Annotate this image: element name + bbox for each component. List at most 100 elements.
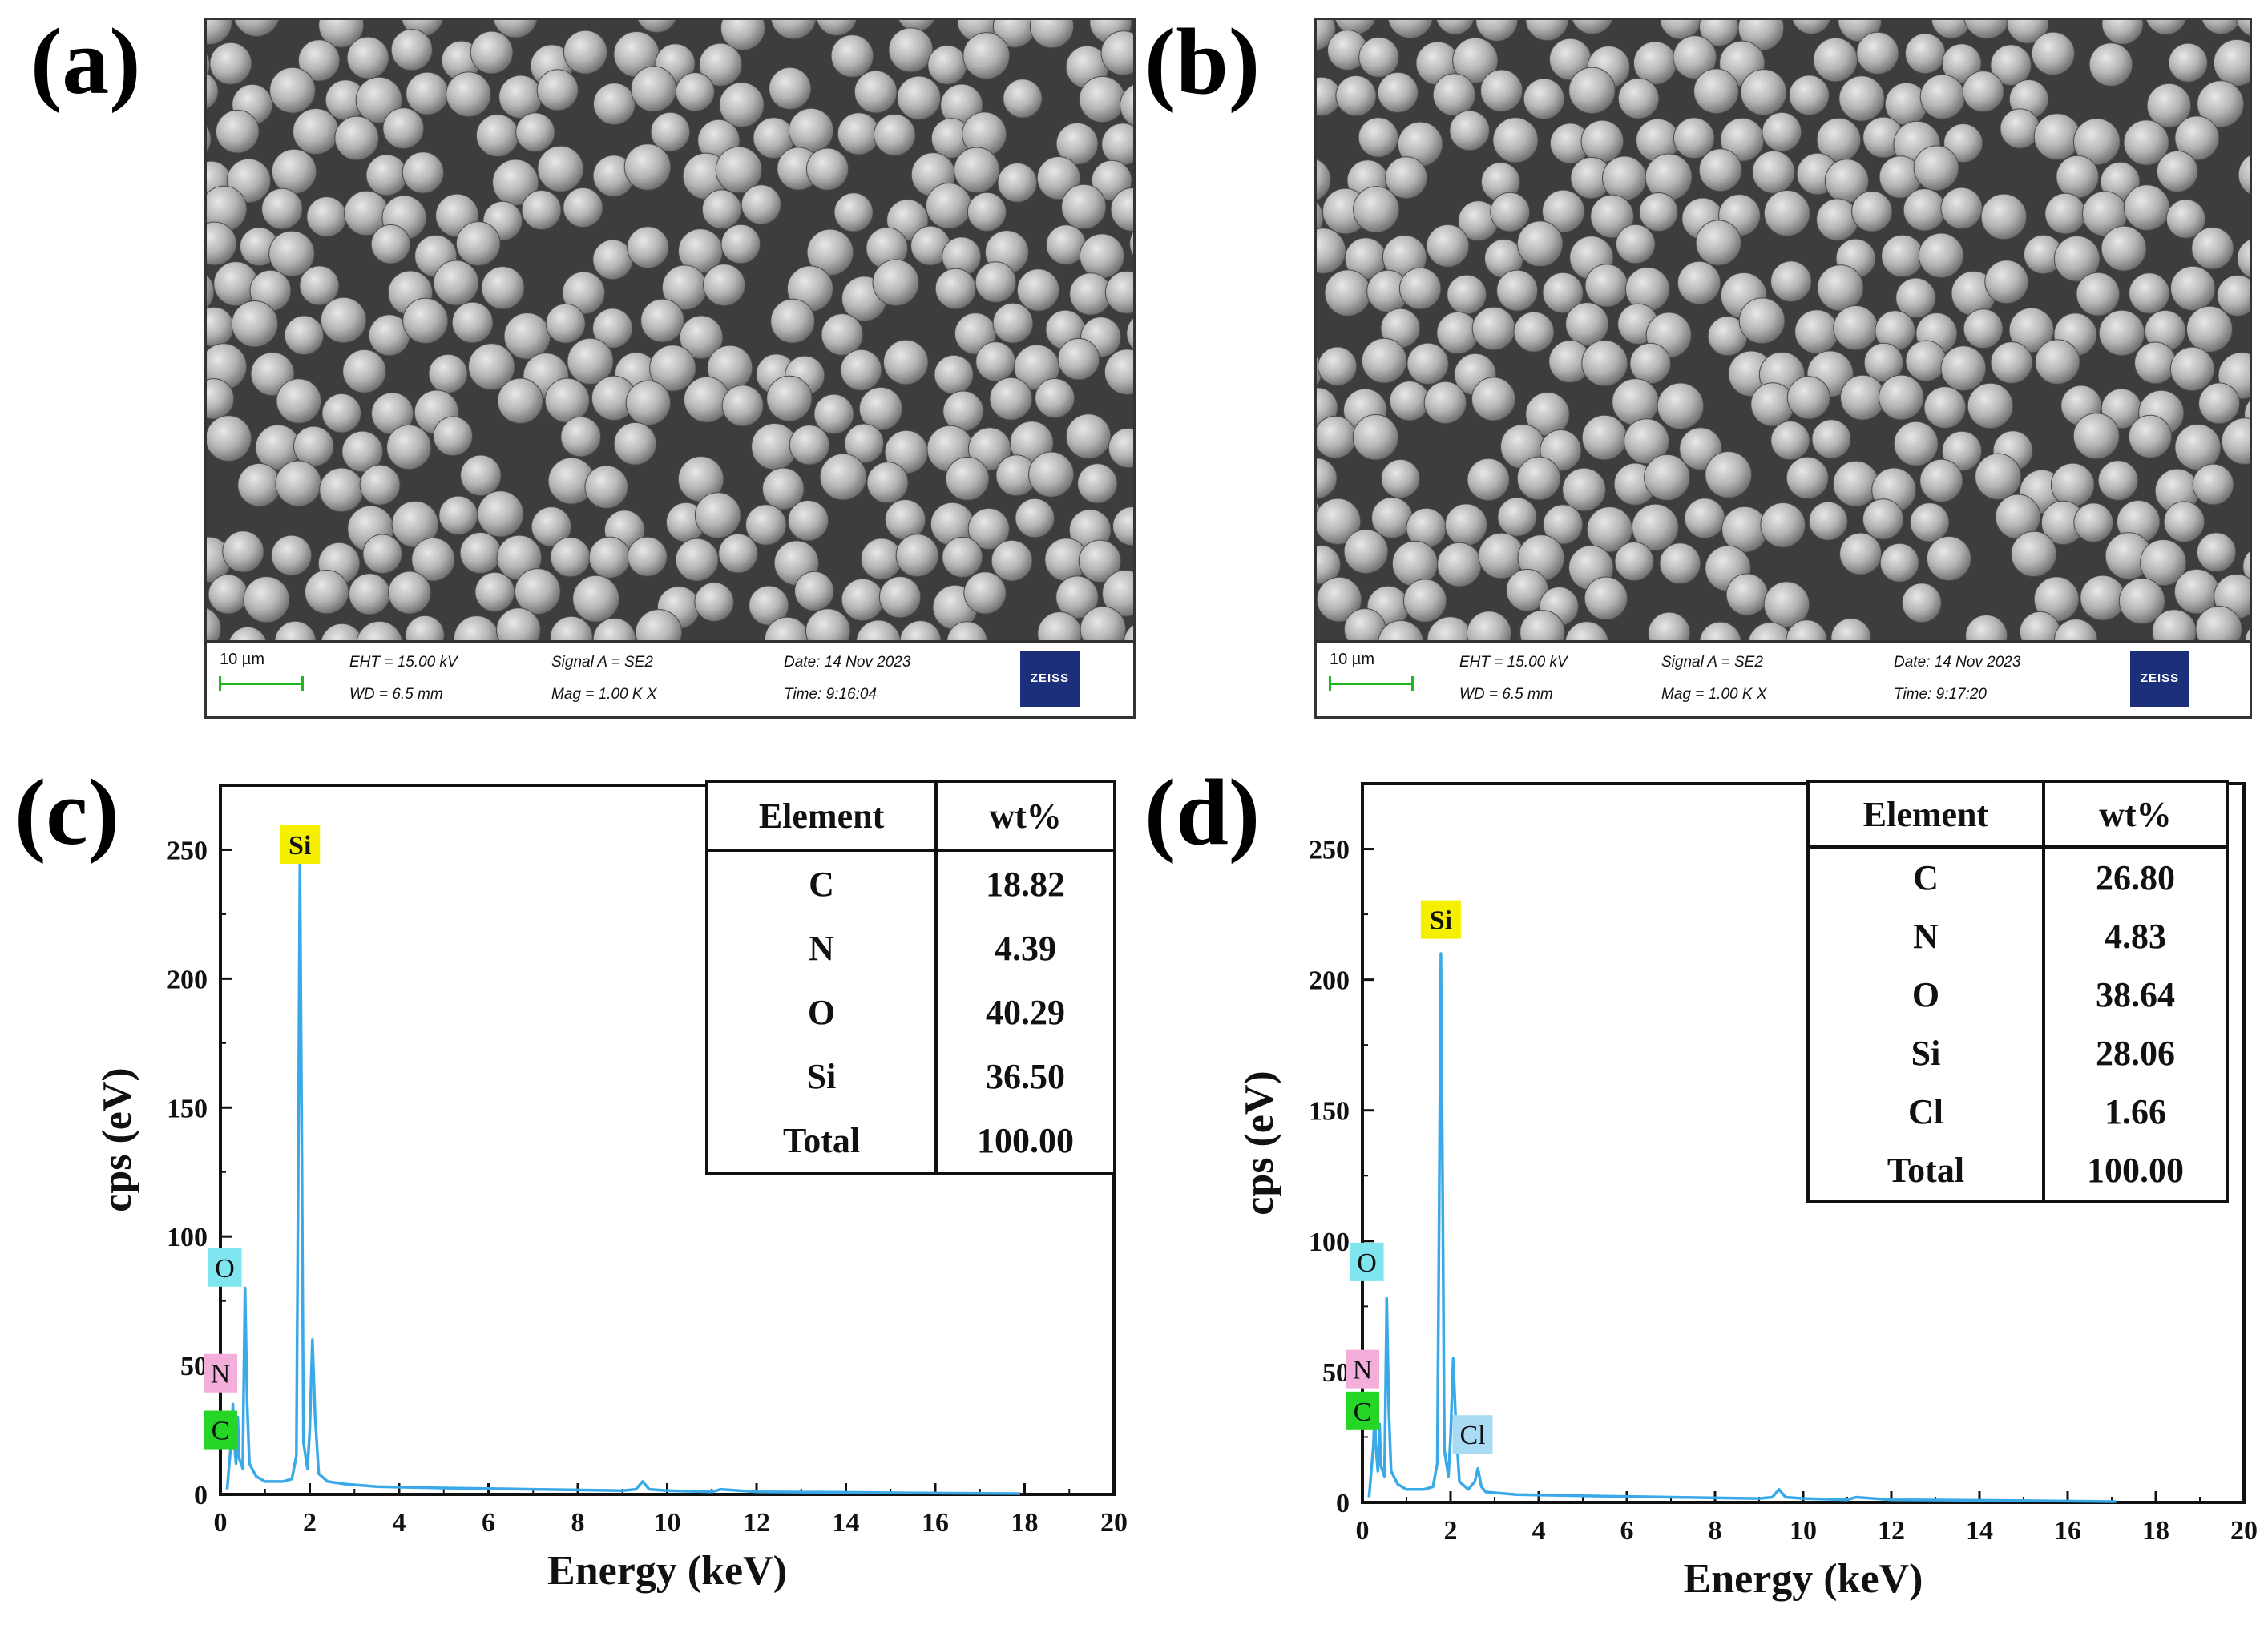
peak-label: N (204, 1353, 237, 1393)
table-header-cell: wt% (2041, 781, 2227, 849)
sphere (1003, 79, 1043, 119)
sphere (1572, 20, 1613, 35)
x-tick-label: 2 (1444, 1516, 1458, 1546)
sphere (355, 76, 402, 123)
sphere (1371, 497, 1413, 539)
sphere (1984, 260, 2029, 304)
sphere (1913, 145, 1959, 192)
peak-label: Cl (1452, 1415, 1493, 1454)
x-tick-label: 2 (303, 1508, 317, 1538)
sphere (275, 460, 322, 507)
sphere (630, 66, 677, 112)
peak-label-box (208, 1248, 242, 1287)
sphere (284, 315, 325, 356)
sphere (841, 578, 885, 622)
sphere (207, 274, 215, 309)
table-cell: 18.82 (934, 850, 1115, 916)
sphere (1449, 110, 1490, 151)
table-cell: N (809, 928, 834, 968)
sphere (2008, 307, 2054, 353)
sphere (963, 571, 1007, 615)
sphere (1616, 224, 1656, 264)
peak-label-box (1420, 900, 1461, 939)
sphere (885, 499, 926, 541)
sphere (1926, 536, 1971, 581)
sphere (684, 376, 730, 423)
sphere (293, 108, 340, 155)
sphere (1624, 418, 1669, 465)
sphere (1632, 503, 1679, 551)
sphere (1963, 20, 2011, 39)
table-cell: 4.83 (2041, 907, 2227, 966)
sphere (613, 421, 657, 466)
x-tick-label: 12 (1878, 1516, 1905, 1546)
sphere (334, 115, 379, 161)
table-cell: C (809, 864, 834, 904)
sphere (1426, 224, 1470, 268)
mag-readout: Mag = 1.00 K X (1661, 686, 1767, 703)
sphere (1317, 458, 1338, 499)
sphere (1317, 415, 1357, 459)
sphere (1496, 269, 1539, 312)
sphere (305, 570, 349, 615)
sphere (1317, 228, 1346, 274)
sphere (699, 42, 743, 87)
table-header-cell: Element (1808, 781, 2044, 849)
sphere (1838, 75, 1885, 122)
x-tick-label: 10 (654, 1508, 681, 1538)
sphere (297, 39, 341, 82)
sphere (1639, 192, 1679, 232)
sphere (362, 534, 402, 575)
sphere (1353, 186, 1400, 233)
x-tick-label: 18 (2142, 1516, 2169, 1546)
sphere (1904, 33, 1946, 75)
sphere (1065, 413, 1112, 459)
table-cell: Si (806, 1056, 837, 1096)
sphere (560, 416, 602, 458)
sphere (721, 385, 764, 427)
sphere (1452, 37, 1499, 84)
sem-micrograph-a: 10 µm EHT = 15.00 kV WD = 6.5 mm Signal … (204, 18, 1136, 719)
sphere (1447, 274, 1487, 315)
x-axis-title: Energy (keV) (1684, 1556, 1923, 1602)
x-tick-label: 0 (214, 1508, 228, 1538)
sphere (640, 298, 684, 343)
sphere (276, 378, 322, 424)
sphere (563, 187, 603, 228)
table-cell: Si (1911, 1034, 1941, 1073)
sphere (1542, 189, 1585, 233)
sphere (1584, 264, 1628, 308)
panel-label-d: (d) (1144, 760, 1261, 865)
peak-label: N (1346, 1349, 1379, 1389)
table-cell: C (1913, 858, 1939, 897)
sphere (2053, 236, 2101, 282)
sphere (967, 192, 1007, 232)
sphere (1940, 187, 1983, 230)
table-row: Total 100.00 (1808, 1141, 2227, 1201)
sphere (2221, 417, 2250, 465)
sphere (1389, 381, 1431, 421)
y-tick-label: 250 (1309, 836, 1350, 865)
sphere (1659, 542, 1701, 584)
sphere (718, 533, 758, 574)
peak-label-box (280, 825, 321, 865)
sphere (1903, 188, 1947, 232)
sphere (1705, 451, 1753, 498)
sphere (531, 506, 572, 547)
sphere (2140, 539, 2187, 587)
sphere (888, 27, 934, 73)
sphere (720, 224, 761, 264)
peak-label-box (1350, 1242, 1384, 1281)
sphere (306, 196, 347, 237)
table-cell: Total (1887, 1151, 1965, 1190)
x-tick-label: 16 (2054, 1516, 2081, 1546)
sphere (830, 34, 874, 78)
sphere (1398, 267, 1442, 310)
sphere (1786, 376, 1831, 420)
sphere (237, 462, 281, 507)
sphere (1516, 220, 1564, 268)
sphere (2035, 339, 2080, 385)
sphere (816, 20, 858, 36)
sphere (1856, 31, 1899, 75)
sphere (477, 490, 524, 538)
